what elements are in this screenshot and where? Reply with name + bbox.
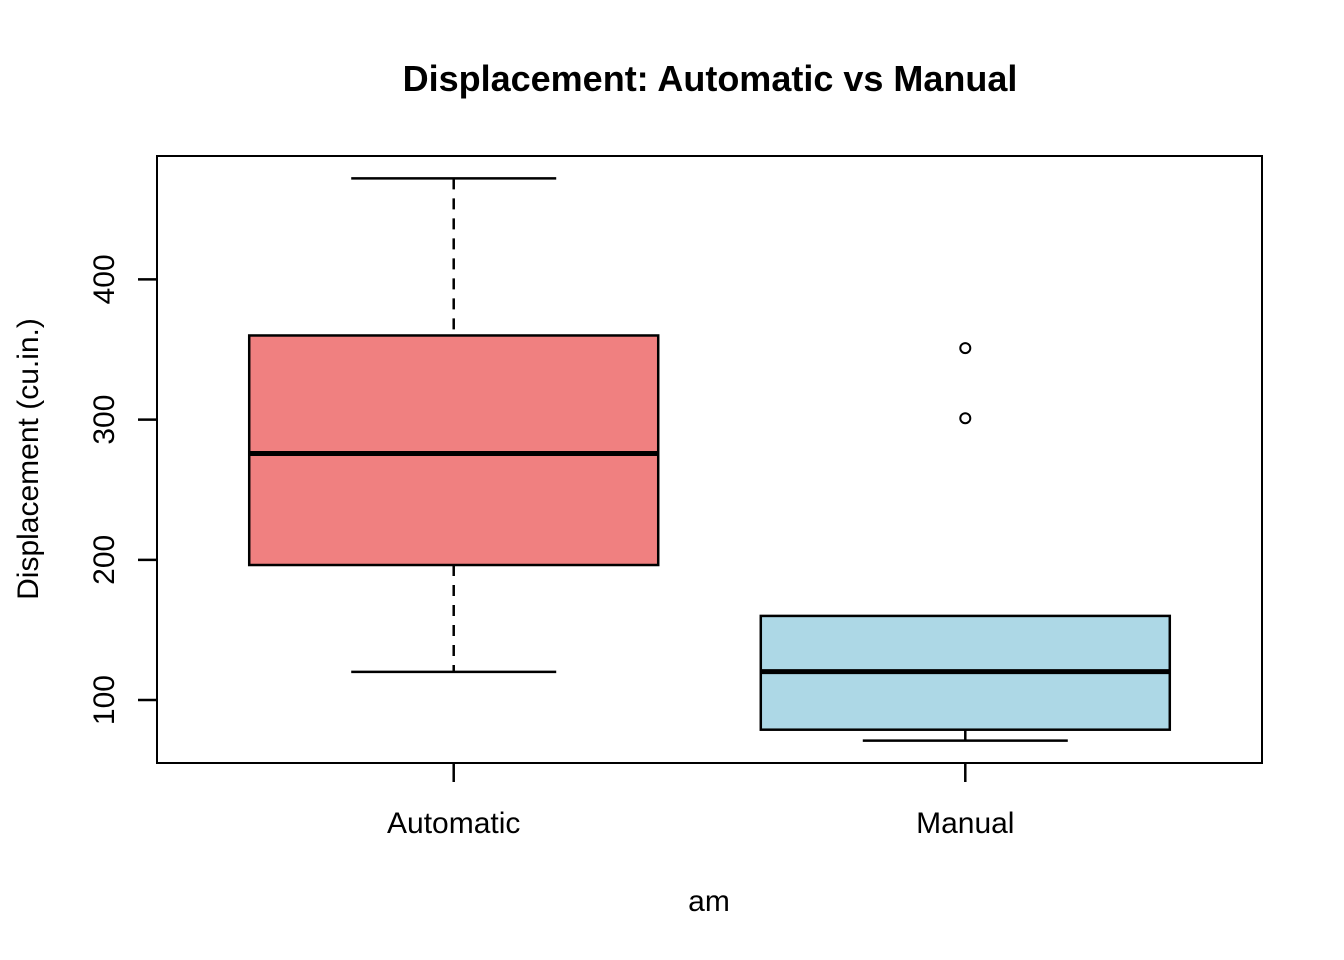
y-axis: 100 200 300 400 (88, 254, 157, 725)
x-category-label-manual: Manual (916, 807, 1014, 840)
outlier-point (959, 412, 972, 425)
box-group-manual (759, 342, 1172, 742)
y-tick-label: 200 (88, 535, 121, 585)
outlier-point (959, 342, 972, 355)
y-tick-label: 100 (88, 675, 121, 725)
boxes-layer (247, 177, 1172, 742)
x-category-label-automatic: Automatic (387, 807, 520, 840)
y-tick-label: 400 (88, 254, 121, 304)
y-tick-label: 300 (88, 395, 121, 445)
x-axis: Automatic Manual (387, 763, 1014, 840)
chart-title: Displacement: Automatic vs Manual (403, 58, 1018, 99)
y-axis-title: Displacement (cu.in.) (12, 318, 45, 600)
box-group-automatic (247, 177, 660, 674)
iqr-box (247, 334, 660, 567)
x-axis-title: am (688, 885, 730, 918)
plot-border (156, 155, 1263, 764)
